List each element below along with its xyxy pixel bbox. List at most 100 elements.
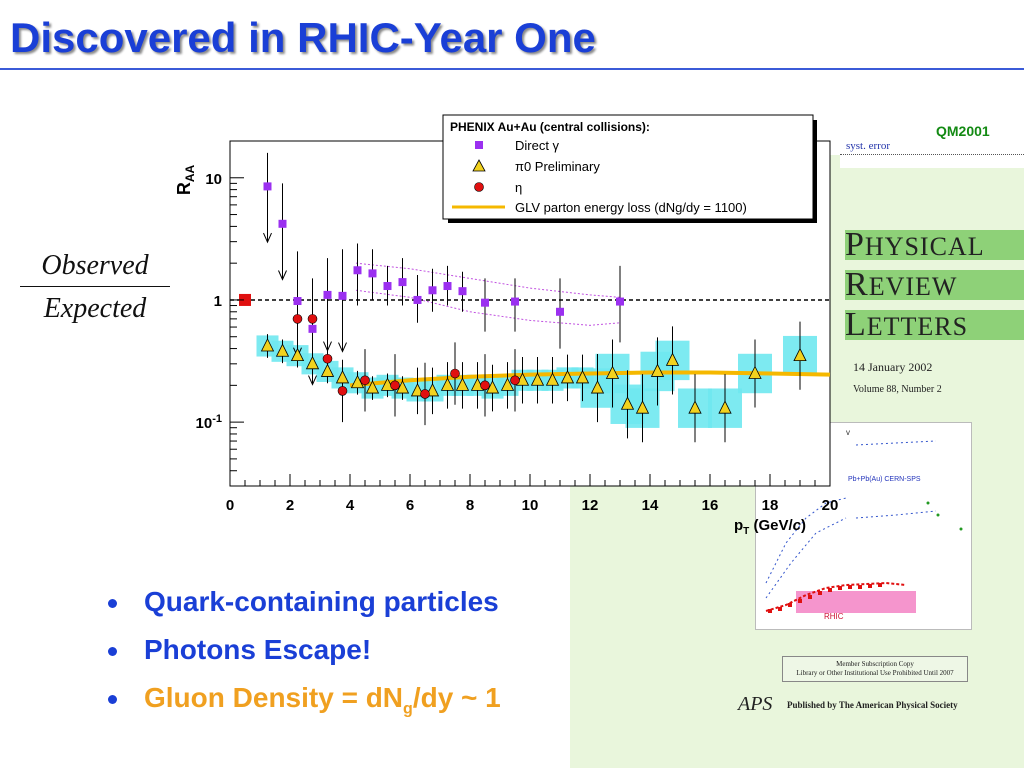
direct-gamma-point: [368, 269, 377, 278]
eta-point: [510, 375, 520, 386]
legend: PHENIX Au+Au (central collisions): Direc…: [442, 114, 817, 223]
aps-publisher-text: Published by The American Physical Socie…: [787, 700, 958, 710]
journal-initial-p: P: [845, 226, 865, 263]
pi0-point: [335, 370, 350, 384]
eta-point: [292, 314, 303, 324]
journal-initial-r: R: [845, 266, 869, 303]
aps-logo: APS: [738, 693, 773, 715]
y-tick-label: 10: [205, 171, 222, 188]
pi0-point: [590, 380, 605, 394]
direct-gamma-point: [443, 282, 452, 291]
cover-inset-plot: v Pb+Pb(Au) CERN-SPS RHIC: [755, 422, 972, 630]
bullet-dot: [108, 647, 117, 656]
legend-marker-pi0: [472, 159, 486, 172]
direct-gamma-point: [616, 297, 624, 306]
journal-word-review-text: EVIEW: [868, 272, 958, 301]
pi0-point: [688, 400, 702, 414]
x-tick-label: 10: [522, 497, 539, 514]
pi0-point: [650, 363, 665, 377]
direct-gamma-point: [323, 290, 332, 299]
direct-gamma-point: [308, 324, 317, 333]
slide-title: Discovered in RHIC-Year One: [10, 14, 596, 61]
bullet-dot: [108, 599, 117, 608]
direct-gamma-point: [278, 219, 287, 228]
inset-plot-graphic: [765, 440, 963, 613]
pi0-point: [440, 377, 455, 391]
pi0-point: [793, 347, 807, 362]
eta-point: [360, 375, 370, 386]
x-tick-label: 2: [286, 497, 294, 514]
y-axis-label: RAA: [174, 165, 197, 196]
legend-label-direct-gamma: Direct γ: [515, 138, 560, 153]
syst-error-text: syst. error: [846, 140, 890, 152]
subscription-line-2: Library or Other Institutional Use Prohi…: [796, 669, 954, 677]
direct-gamma-point: [413, 295, 422, 304]
x-tick-label: 16: [702, 497, 719, 514]
pi0-point: [290, 347, 305, 362]
gamma-upper-limit-arrow: [323, 341, 332, 352]
direct-gamma-point: [338, 291, 347, 300]
direct-gamma-point: [428, 286, 437, 295]
glv-curve: [349, 370, 831, 388]
eta-point: [390, 380, 400, 391]
x-tick-label: 20: [822, 497, 839, 514]
journal-band-physical: [845, 230, 1024, 260]
subscription-notice: Member Subscription Copy Library or Othe…: [782, 656, 968, 682]
bullet-text-photons: Photons Escape!: [144, 634, 372, 665]
axis-ticks-decor: [840, 154, 1024, 161]
pi0-point: [395, 380, 410, 394]
bullet-text-gluon-post: /dy ~ 1: [412, 682, 501, 713]
journal-date: 14 January 2002: [853, 360, 933, 374]
bullet-text-quark: Quark-containing particles: [144, 586, 499, 617]
eta-point: [420, 389, 430, 399]
x-tick-label: 6: [406, 497, 414, 514]
reference-point: [239, 293, 251, 306]
direct-gamma-point: [383, 282, 392, 291]
fraction-denominator: Expected: [43, 293, 147, 324]
pi0-point: [665, 352, 680, 366]
direct-gamma-point: [556, 307, 564, 316]
journal-word-letters-text: ETTERS: [866, 312, 969, 341]
subscription-line-1: Member Subscription Copy: [836, 660, 914, 668]
journal-top-strip: syst. error: [840, 138, 1024, 168]
legend-marker-eta: [474, 182, 484, 192]
direct-gamma-point: [263, 182, 272, 191]
pi0-point: [320, 363, 335, 377]
eta-point: [307, 314, 318, 324]
pi0-point: [530, 372, 545, 386]
journal-initial-l: L: [845, 306, 867, 343]
journal-word-letters: LETTERS: [845, 306, 968, 344]
gamma-upper-limit-arrow: [263, 232, 272, 244]
pi0-point: [575, 370, 590, 384]
data-markers: [239, 182, 807, 414]
observed-over-expected-fraction: Observed Expected: [20, 250, 170, 325]
gamma-upper-limit-arrow: [278, 270, 287, 281]
pi0-point: [305, 355, 320, 370]
eta-point: [337, 386, 348, 396]
x-tick-label: 14: [642, 497, 659, 514]
bullet-region: Quark-containing particles Photons Escap…: [0, 570, 570, 768]
journal-band-review: [845, 270, 1024, 300]
eta-point: [322, 353, 333, 364]
axes: 0 2 4 6 8 10 12 14 16 18 20 10 1 10-1: [196, 171, 839, 514]
legend-label-glv: GLV parton energy loss (dNg/dy = 1100): [515, 200, 747, 215]
journal-word-review: REVIEW: [845, 266, 957, 304]
bullet-item-quark: Quark-containing particles: [108, 582, 501, 630]
bullet-list: Quark-containing particles Photons Escap…: [108, 582, 501, 726]
direct-gamma-upper-bound: [355, 262, 621, 298]
fraction-numerator: Observed: [20, 250, 170, 287]
journal-volume: Volume 88, Number 2: [853, 384, 942, 395]
pi0-point: [560, 370, 575, 384]
direct-gamma-point: [398, 278, 407, 287]
gamma-upper-limit-arrow: [308, 375, 317, 386]
legend-marker-direct-gamma: [475, 141, 483, 149]
direct-gamma-point: [353, 266, 362, 275]
eta-point: [450, 368, 460, 379]
inset-label-sps: Pb+Pb(Au) CERN-SPS: [848, 476, 921, 483]
x-tick-label: 12: [582, 497, 599, 514]
pi0-point: [275, 343, 290, 357]
x-tick-label: 8: [466, 497, 474, 514]
pi0-point: [545, 372, 560, 386]
direct-gamma-point: [511, 297, 519, 306]
